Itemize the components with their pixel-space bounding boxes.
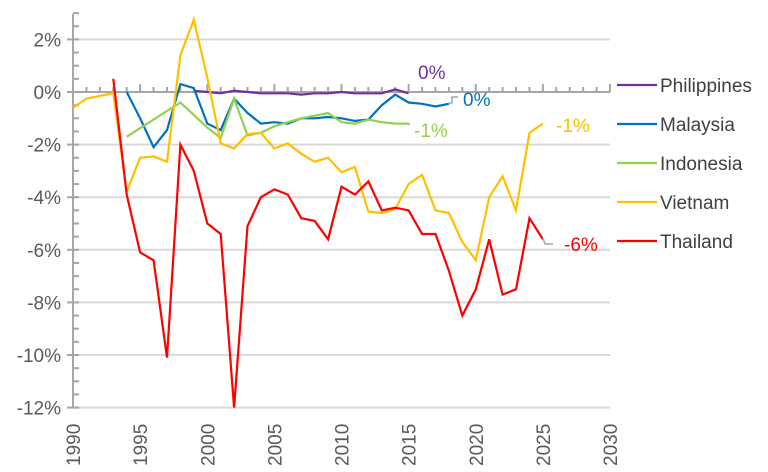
x-axis-tick-labels: 1990 1995 2000 2005 2010 2015 2020 2025 2030	[64, 424, 622, 466]
legend-label: Thailand	[660, 232, 733, 253]
legend-item-thailand: Thailand	[617, 232, 733, 253]
x-tick-label: 2025	[534, 424, 555, 466]
x-tick-label: 2000	[198, 424, 219, 466]
series-line-vietnam	[72, 15, 544, 263]
legend-label: Philippines	[660, 76, 752, 97]
x-tick-label: 1990	[64, 424, 85, 466]
x-tick-label: 2010	[333, 424, 354, 466]
y-tick-label: -12%	[17, 399, 61, 420]
end-labels: 0% 0% -1% -1% -6%	[408, 63, 598, 256]
series-lines	[72, 15, 544, 408]
y-tick-label: 0%	[34, 83, 62, 104]
y-tick-label: -10%	[17, 346, 61, 367]
y-axis-tick-labels: 2% 0% -2% -4% -6% -8% -10% -12%	[17, 30, 61, 419]
end-label-philippines: 0%	[418, 63, 446, 84]
legend-item-philippines: Philippines	[617, 76, 752, 97]
x-tick-label: 2020	[467, 424, 488, 466]
legend-label: Indonesia	[660, 154, 743, 175]
y-tick-label: -2%	[27, 136, 61, 157]
y-tick-label: -6%	[27, 241, 61, 262]
axes	[67, 12, 611, 409]
end-label-vietnam: -1%	[556, 116, 590, 137]
x-tick-label: 2030	[601, 424, 622, 466]
end-label-indonesia: -1%	[414, 121, 448, 142]
series-line-indonesia	[126, 95, 409, 140]
series-line-malaysia	[125, 82, 450, 150]
end-label-thailand: -6%	[564, 235, 598, 256]
leader-line-thailand	[542, 237, 553, 245]
legend-item-indonesia: Indonesia	[617, 154, 743, 175]
y-tick-label: -8%	[27, 293, 61, 314]
gridlines	[73, 38, 610, 409]
x-tick-label: 2015	[400, 424, 421, 466]
legend: Philippines Malaysia Indonesia Vietnam Thail…	[617, 76, 752, 253]
x-tick-label: 1995	[131, 424, 152, 466]
legend-label: Vietnam	[660, 193, 729, 214]
y-tick-label: -4%	[27, 188, 61, 209]
series-line-philippines	[193, 88, 409, 96]
y-tick-label: 2%	[34, 30, 62, 51]
legend-label: Malaysia	[660, 115, 735, 136]
leader-line-malaysia	[449, 96, 458, 104]
end-label-malaysia: 0%	[463, 90, 491, 111]
x-tick-label: 2005	[265, 424, 286, 466]
legend-item-vietnam: Vietnam	[617, 193, 729, 214]
series-line-thailand	[112, 78, 544, 408]
legend-item-malaysia: Malaysia	[617, 115, 735, 136]
